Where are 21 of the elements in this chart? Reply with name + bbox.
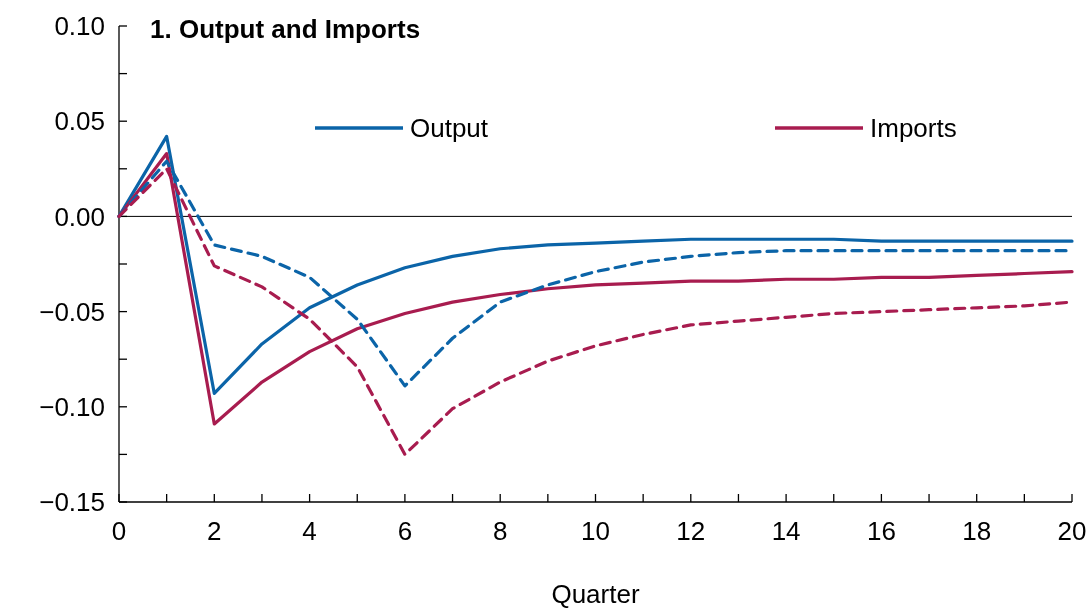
x-tick-label: 14 <box>771 516 801 546</box>
x-tick-label: 4 <box>302 516 317 546</box>
x-tick-label: 2 <box>207 516 222 546</box>
x-tick-label: 16 <box>866 516 896 546</box>
y-tick-label: 0.00 <box>54 201 105 232</box>
x-axis-title: Quarter <box>551 579 640 609</box>
y-tick-label: −0.10 <box>39 391 105 422</box>
x-tick-label: 10 <box>581 516 610 546</box>
y-tick-label: 0.05 <box>54 106 105 137</box>
y-tick-label: −0.15 <box>39 487 105 518</box>
x-tick-label: 18 <box>962 516 992 546</box>
x-tick-label: 12 <box>676 516 706 546</box>
y-tick-label: −0.05 <box>39 296 105 327</box>
legend-label: Output <box>410 113 489 144</box>
x-tick-label: 0 <box>111 516 127 546</box>
x-tick-label: 6 <box>397 516 413 546</box>
x-tick-label: 20 <box>1057 516 1087 546</box>
y-tick-label: 0.10 <box>54 11 105 42</box>
x-tick-label: 8 <box>492 516 508 546</box>
legend-label: Imports <box>870 113 957 144</box>
chart-title: 1. Output and Imports <box>150 14 421 44</box>
